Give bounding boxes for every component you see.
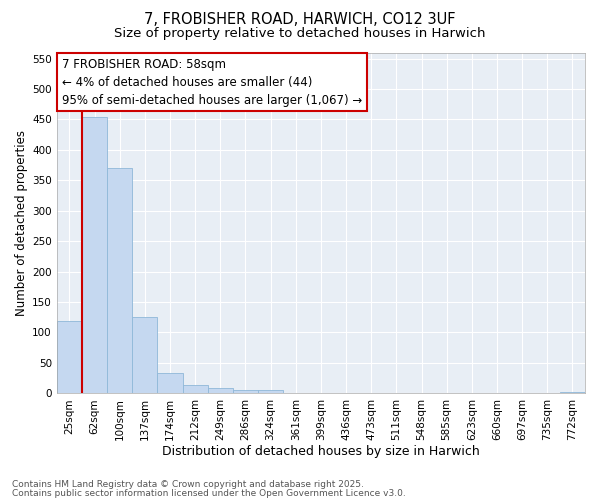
Text: 7, FROBISHER ROAD, HARWICH, CO12 3UF: 7, FROBISHER ROAD, HARWICH, CO12 3UF — [144, 12, 456, 28]
Bar — [208, 388, 233, 394]
Bar — [283, 392, 308, 394]
Text: 7 FROBISHER ROAD: 58sqm
← 4% of detached houses are smaller (44)
95% of semi-det: 7 FROBISHER ROAD: 58sqm ← 4% of detached… — [62, 58, 362, 106]
X-axis label: Distribution of detached houses by size in Harwich: Distribution of detached houses by size … — [162, 444, 480, 458]
Bar — [560, 392, 585, 394]
Bar — [182, 385, 208, 394]
Bar — [57, 321, 82, 394]
Bar — [82, 117, 107, 394]
Text: Contains public sector information licensed under the Open Government Licence v3: Contains public sector information licen… — [12, 488, 406, 498]
Y-axis label: Number of detached properties: Number of detached properties — [15, 130, 28, 316]
Text: Size of property relative to detached houses in Harwich: Size of property relative to detached ho… — [114, 28, 486, 40]
Bar — [157, 372, 182, 394]
Bar — [409, 392, 434, 394]
Bar — [334, 392, 359, 394]
Bar — [107, 168, 132, 394]
Bar — [132, 316, 157, 394]
Text: Contains HM Land Registry data © Crown copyright and database right 2025.: Contains HM Land Registry data © Crown c… — [12, 480, 364, 489]
Bar — [233, 390, 258, 394]
Bar — [258, 390, 283, 394]
